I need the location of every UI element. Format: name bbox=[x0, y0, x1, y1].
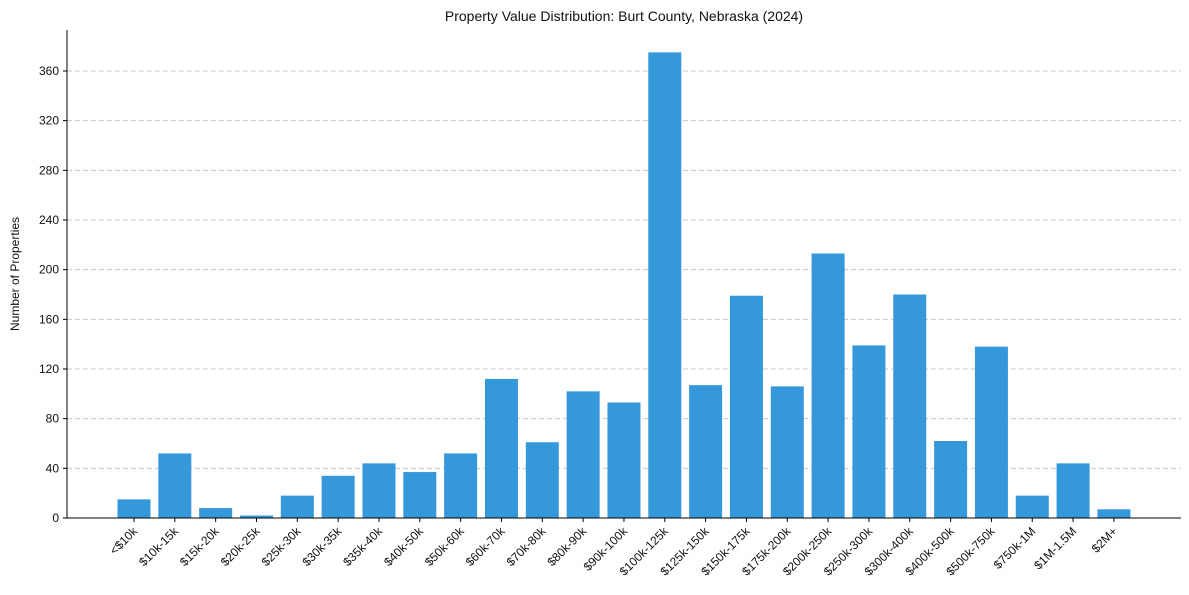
bar bbox=[484, 378, 518, 518]
y-tick-label: 120 bbox=[39, 362, 59, 376]
y-tick-label: 280 bbox=[39, 163, 59, 177]
bar bbox=[1015, 495, 1049, 518]
x-tick-label: $70k-80k bbox=[504, 524, 550, 570]
bar bbox=[852, 345, 886, 518]
bar bbox=[729, 295, 763, 518]
bar bbox=[158, 453, 192, 518]
bar bbox=[811, 253, 845, 518]
y-tick-label: 80 bbox=[46, 412, 60, 426]
bar bbox=[1056, 463, 1090, 518]
bar bbox=[893, 294, 927, 518]
bar bbox=[1097, 509, 1131, 518]
bar bbox=[321, 475, 355, 518]
bar bbox=[280, 495, 314, 518]
x-tick-label: <$10k bbox=[107, 524, 141, 558]
x-tick-label: $2M+ bbox=[1089, 524, 1120, 555]
x-tick-label: $25k-30k bbox=[259, 524, 305, 570]
x-tick-label: $750k-1M bbox=[991, 524, 1039, 572]
x-tick-label: $15k-20k bbox=[177, 524, 223, 570]
y-tick-label: 360 bbox=[39, 64, 59, 78]
bars bbox=[117, 52, 1131, 519]
y-ticks: 0 40 80 120 160 200 240 280 320 360 bbox=[39, 64, 67, 525]
chart-title: Property Value Distribution: Burt County… bbox=[445, 8, 803, 24]
bar bbox=[362, 463, 396, 518]
bar bbox=[648, 52, 682, 519]
x-tick-label: $30k-35k bbox=[299, 524, 345, 570]
bar bbox=[403, 472, 437, 518]
gridlines bbox=[67, 70, 1181, 469]
bar bbox=[117, 499, 151, 518]
x-tick-label: $1M-1.5M bbox=[1031, 524, 1079, 572]
bar bbox=[566, 391, 600, 518]
bar bbox=[974, 346, 1008, 518]
bar bbox=[239, 515, 273, 518]
bar bbox=[444, 453, 478, 518]
y-tick-label: 160 bbox=[39, 312, 59, 326]
bar bbox=[689, 385, 723, 518]
y-tick-label: 320 bbox=[39, 114, 59, 128]
x-tick-label: $50k-60k bbox=[422, 524, 468, 570]
y-axis-title: Number of Properties bbox=[8, 217, 22, 331]
bar bbox=[770, 386, 804, 518]
y-tick-label: 40 bbox=[46, 461, 60, 475]
bar bbox=[199, 508, 233, 518]
x-tick-label: $35k-40k bbox=[340, 524, 386, 570]
bar bbox=[934, 441, 968, 518]
bar bbox=[607, 402, 641, 518]
y-tick-label: 0 bbox=[52, 511, 59, 525]
y-tick-label: 200 bbox=[39, 263, 59, 277]
x-tick-label: $20k-25k bbox=[218, 524, 264, 570]
x-ticks: <$10k$10k-15k$15k-20k$20k-25k$25k-30k$30… bbox=[107, 518, 1120, 578]
x-tick-label: $40k-50k bbox=[381, 524, 427, 570]
x-tick-label: $60k-70k bbox=[463, 524, 509, 570]
x-tick-label: $10k-15k bbox=[136, 524, 182, 570]
y-tick-label: 240 bbox=[39, 213, 59, 227]
bar bbox=[525, 442, 559, 518]
